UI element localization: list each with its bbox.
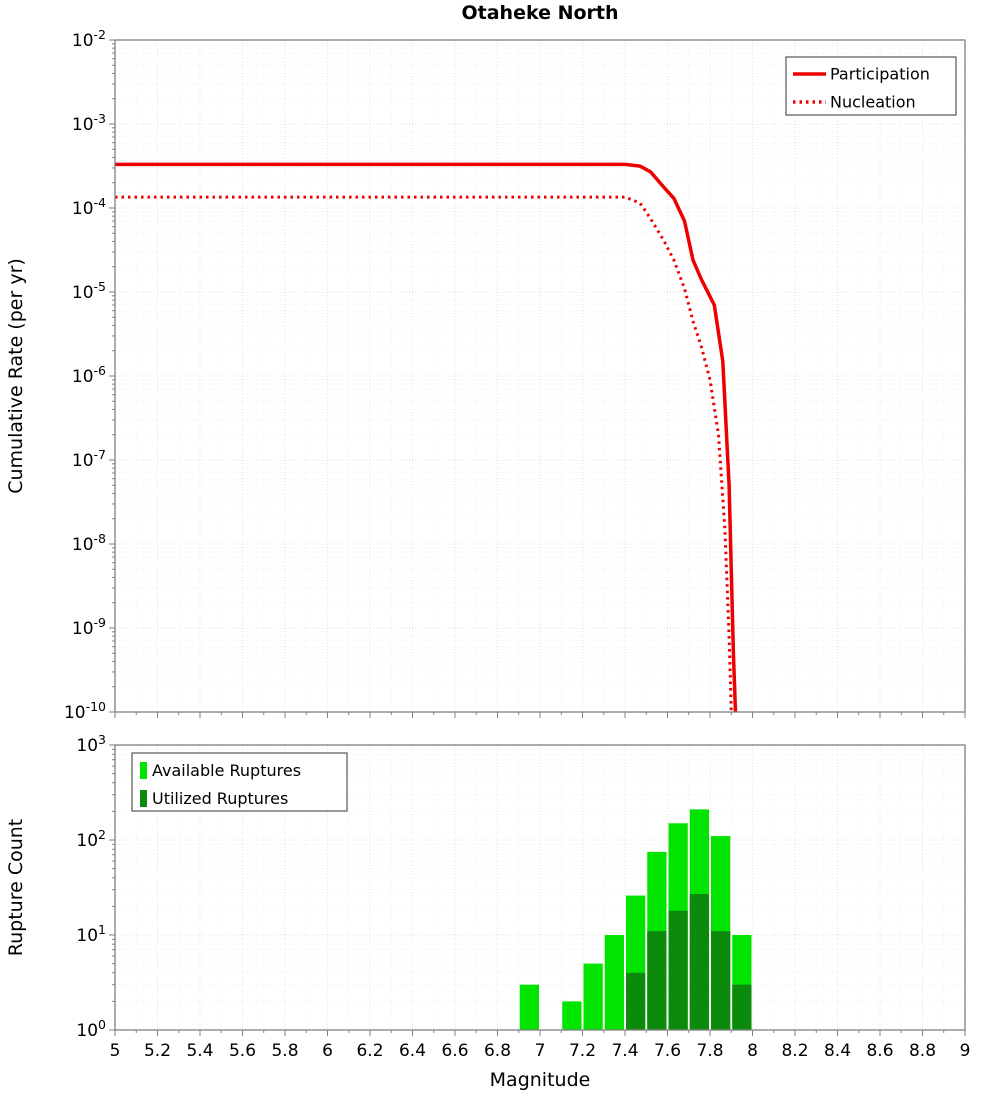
y-tick-label: 10-4 (72, 195, 106, 219)
available-ruptures-bar (519, 984, 539, 1030)
legend-label: Participation (830, 65, 930, 84)
y-tick-label: 101 (76, 922, 106, 946)
utilized-ruptures-bar (732, 984, 752, 1030)
x-tick-label: 7 (535, 1041, 546, 1061)
x-tick-label: 6 (322, 1041, 333, 1061)
y-tick-label: 10-9 (72, 615, 106, 639)
y-tick-label: 10-5 (72, 279, 106, 303)
bottom-plot: 100 101 102 103 5 5.2 5.4 5.6 5.8 6 6.2 6.4 6.6 6.8 7 7… (5, 732, 970, 1091)
x-tick-label: 8 (747, 1041, 758, 1061)
bottom-y-axis-label: Rupture Count (5, 819, 27, 957)
participation-line (115, 162, 738, 713)
top-y-axis-label: Cumulative Rate (per yr) (5, 258, 27, 494)
x-tick-label: 8.8 (909, 1041, 936, 1061)
x-tick-label: 6.8 (484, 1041, 511, 1061)
y-tick-label: 10-3 (72, 111, 106, 135)
legend-swatch (140, 790, 147, 807)
x-tick-label: 7.6 (654, 1041, 681, 1061)
utilized-ruptures-bar (626, 972, 646, 1030)
bottom-legend: Available Ruptures Utilized Ruptures (131, 752, 348, 812)
x-tick-label: 5.2 (144, 1041, 171, 1061)
legend-box (785, 56, 957, 116)
x-tick-label: 6.6 (441, 1041, 468, 1061)
y-tick-label: 103 (76, 732, 106, 756)
legend-swatch (140, 762, 147, 779)
y-tick-label: 100 (76, 1017, 106, 1041)
chart-title: Otaheke North (461, 2, 619, 24)
x-tick-label: 8.4 (824, 1041, 851, 1061)
y-tick-label: 10-8 (72, 531, 106, 555)
y-tick-label: 102 (76, 827, 106, 851)
legend-label: Available Ruptures (152, 761, 301, 780)
y-tick-label: 10-2 (72, 27, 106, 51)
available-ruptures-bar (562, 1001, 582, 1030)
x-tick-label: 5.6 (229, 1041, 256, 1061)
utilized-ruptures-bar (647, 931, 667, 1030)
utilized-ruptures-bar (668, 910, 688, 1030)
x-tick-label: 5 (110, 1041, 121, 1061)
nucleation-line (115, 195, 733, 713)
y-tick-label: 10-7 (72, 447, 106, 471)
x-tick-label: 7.2 (569, 1041, 596, 1061)
legend-label: Nucleation (830, 93, 916, 112)
x-tick-label: 9 (960, 1041, 971, 1061)
available-ruptures-bar (583, 963, 603, 1030)
top-plot: 10-2 10-3 10-4 10-5 10-6 10-7 10-8 10-9 10-10 Cum… (5, 27, 966, 723)
x-tick-label: 5.8 (271, 1041, 298, 1061)
y-tick-label: 10-6 (72, 363, 106, 387)
x-tick-label: 6.2 (356, 1041, 383, 1061)
legend-label: Utilized Ruptures (152, 789, 288, 808)
utilized-ruptures-bar (711, 931, 731, 1030)
x-tick-label: 5.4 (186, 1041, 213, 1061)
x-tick-label: 8.2 (781, 1041, 808, 1061)
top-legend: Participation Nucleation (785, 56, 957, 116)
legend-box (131, 752, 348, 812)
x-tick-label: 7.8 (696, 1041, 723, 1061)
x-axis-label: Magnitude (490, 1069, 591, 1091)
x-tick-label: 6.4 (399, 1041, 426, 1061)
x-tick-label: 7.4 (611, 1041, 638, 1061)
available-ruptures-bar (604, 935, 624, 1030)
utilized-ruptures-bar (689, 894, 709, 1030)
y-tick-label: 10-10 (64, 699, 106, 723)
x-tick-label: 8.6 (866, 1041, 893, 1061)
